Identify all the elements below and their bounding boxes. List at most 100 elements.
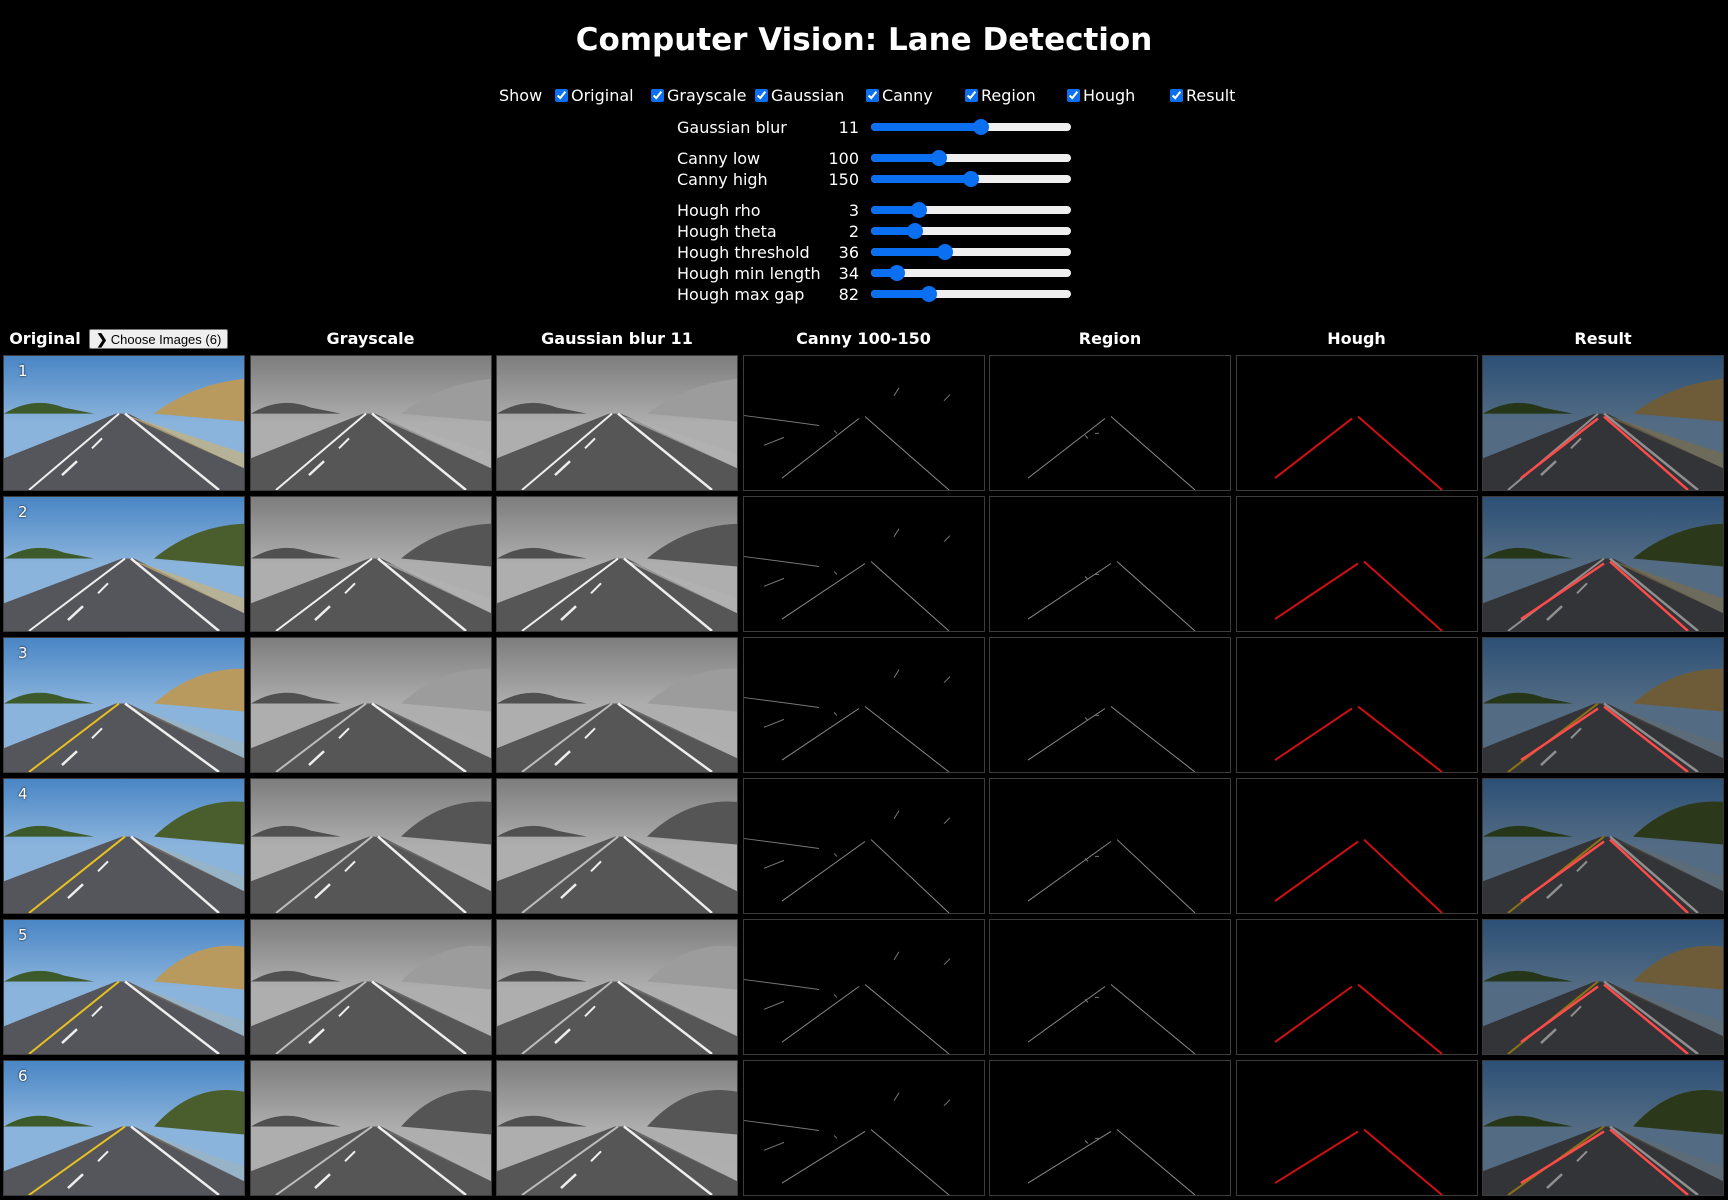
toggle-label: Region (981, 86, 1036, 105)
toggle-label: Gaussian (771, 86, 845, 105)
gaussian-blur-slider-row: Gaussian blur 11 (677, 118, 1077, 138)
show-canny-toggle[interactable]: Canny (866, 86, 933, 105)
slider-thumb[interactable] (937, 244, 953, 260)
road-image (1483, 920, 1723, 1054)
road-image (1483, 356, 1723, 490)
road-image (497, 356, 737, 490)
image-number: 3 (18, 644, 28, 662)
toggle-label: Canny (882, 86, 933, 105)
image-4-region (989, 778, 1231, 914)
hough-max-gap-label: Hough max gap (677, 285, 805, 304)
road-image (250, 356, 491, 490)
show-grayscale-checkbox[interactable] (651, 89, 664, 102)
road-image (497, 497, 737, 631)
column-header-3: Canny 100-150 (796, 329, 931, 348)
toggle-label: Original (571, 86, 634, 105)
road-image (4, 920, 244, 1054)
image-5-canny-100-150 (742, 919, 985, 1055)
show-canny-checkbox[interactable] (866, 89, 879, 102)
road-image (4, 497, 244, 631)
road-image (497, 638, 737, 772)
gaussian-blur-value: 11 (838, 118, 859, 137)
road-image (743, 387, 950, 490)
hough-threshold-value: 36 (838, 243, 859, 262)
show-gaussian-checkbox[interactable] (755, 89, 768, 102)
show-region-checkbox[interactable] (965, 89, 978, 102)
show-label: Show (499, 86, 543, 105)
show-region-toggle[interactable]: Region (965, 86, 1036, 105)
road-image (497, 779, 737, 913)
hough-min-length-slider[interactable] (871, 265, 1071, 281)
image-2-hough (1235, 496, 1478, 632)
road-image (743, 951, 950, 1054)
hough-max-gap-slider-row: Hough max gap 82 (677, 285, 1077, 305)
gaussian-blur-slider[interactable] (871, 119, 1071, 135)
image-1-canny-100-150 (742, 355, 985, 491)
road-image (1273, 415, 1443, 490)
canny-high-value: 150 (828, 170, 859, 189)
slider-thumb[interactable] (907, 223, 923, 239)
road-image (250, 779, 491, 913)
road-image (1483, 1061, 1723, 1195)
image-4-canny-100-150 (742, 778, 985, 914)
hough-rho-label: Hough rho (677, 201, 761, 220)
canny-high-slider[interactable] (871, 171, 1071, 187)
road-image (743, 810, 950, 913)
show-hough-toggle[interactable]: Hough (1067, 86, 1135, 105)
toggle-label: Grayscale (667, 86, 747, 105)
hough-theta-slider[interactable] (871, 223, 1071, 239)
show-gaussian-toggle[interactable]: Gaussian (755, 86, 844, 105)
image-6-grayscale (249, 1060, 492, 1196)
image-2-region (989, 496, 1231, 632)
show-original-checkbox[interactable] (555, 89, 568, 102)
hough-min-length-value: 34 (838, 264, 859, 283)
show-hough-checkbox[interactable] (1067, 89, 1080, 102)
image-2-canny-100-150 (742, 496, 985, 632)
show-grayscale-toggle[interactable]: Grayscale (651, 86, 746, 105)
hough-theta-value: 2 (848, 222, 859, 241)
image-4-hough (1235, 778, 1478, 914)
slider-thumb[interactable] (963, 171, 979, 187)
hough-theta-slider-row: Hough theta 2 (677, 222, 1077, 242)
slider-thumb[interactable] (921, 286, 937, 302)
chevron-right-icon: ❯ (96, 330, 108, 347)
image-2-result (1482, 496, 1724, 632)
image-3-region (989, 637, 1231, 773)
hough-rho-slider[interactable] (871, 202, 1071, 218)
slider-thumb[interactable] (973, 119, 989, 135)
road-image (1483, 497, 1723, 631)
column-header-6: Result (1574, 329, 1632, 348)
toggle-label: Hough (1083, 86, 1136, 105)
gaussian-blur-label: Gaussian blur (677, 118, 787, 137)
image-5-result (1482, 919, 1724, 1055)
image-number: 4 (18, 785, 28, 803)
canny-low-slider-row: Canny low 100 (677, 149, 1077, 169)
image-6-original: 6 (3, 1060, 245, 1196)
hough-rho-slider-row: Hough rho 3 (677, 201, 1077, 221)
canny-low-slider[interactable] (871, 150, 1071, 166)
show-result-checkbox[interactable] (1170, 89, 1183, 102)
column-header-4: Region (1078, 329, 1142, 348)
image-1-gaussian-blur-11 (496, 355, 738, 491)
hough-threshold-slider[interactable] (871, 244, 1071, 260)
road-image (250, 920, 491, 1054)
road-image (4, 638, 244, 772)
road-image (1273, 560, 1443, 631)
slider-thumb[interactable] (911, 202, 927, 218)
image-1-result (1482, 355, 1724, 491)
hough-max-gap-slider[interactable] (871, 286, 1071, 302)
road-image (1273, 983, 1443, 1054)
slider-thumb[interactable] (889, 265, 905, 281)
slider-thumb[interactable] (931, 150, 947, 166)
choose-images-button[interactable]: ❯ Choose Images (6) (89, 329, 229, 349)
image-3-hough (1235, 637, 1478, 773)
image-6-result (1482, 1060, 1724, 1196)
road-image (497, 1061, 737, 1195)
road-image (1273, 838, 1443, 913)
column-header-0: Original (9, 329, 81, 348)
show-result-toggle[interactable]: Result (1170, 86, 1235, 105)
road-image (1027, 839, 1196, 913)
hough-rho-value: 3 (848, 201, 859, 220)
show-original-toggle[interactable]: Original (555, 86, 634, 105)
image-5-region (989, 919, 1231, 1055)
